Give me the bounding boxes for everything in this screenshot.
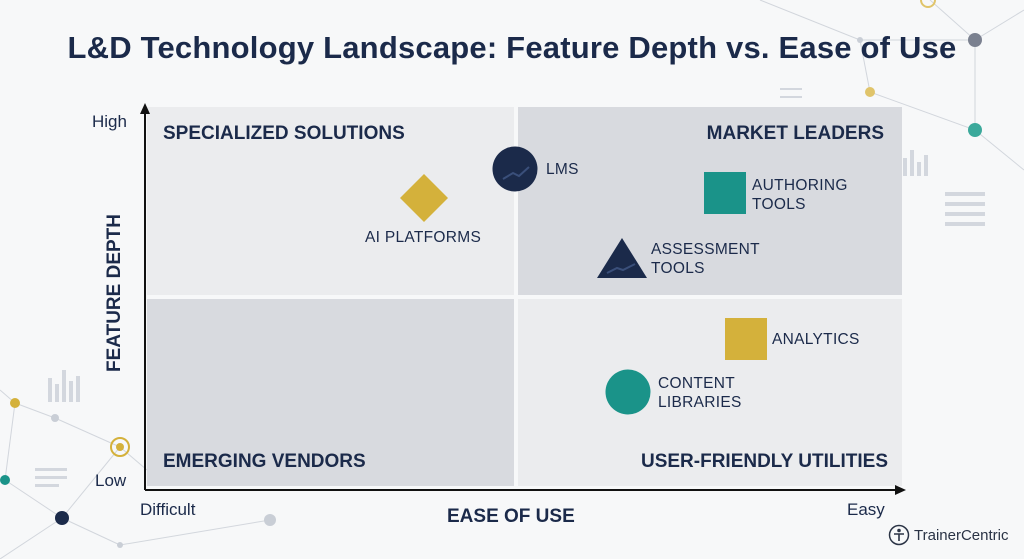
quadrant-label-market-leaders: MARKET LEADERS (706, 123, 884, 144)
content-libraries-label: CONTENT LIBRARIES (658, 375, 742, 411)
authoring-tools-marker (704, 172, 746, 214)
y-axis-arrow-icon (140, 103, 150, 114)
y-axis-high-label: High (92, 112, 127, 131)
x-axis-arrow-icon (895, 485, 906, 495)
ai-platforms-label: AI PLATFORMS (365, 229, 482, 246)
quadrant-top-left (147, 107, 514, 295)
quadrant-label-specialized-solutions: SPECIALIZED SOLUTIONS (163, 123, 405, 144)
analytics-marker (725, 318, 767, 360)
content-libraries-marker (605, 369, 651, 415)
x-axis-high-label: Easy (847, 500, 885, 519)
ai-platforms-marker (400, 174, 448, 222)
x-axis-low-label: Difficult (140, 500, 196, 519)
quadrant-label-emerging-vendors: EMERGING VENDORS (163, 451, 366, 472)
lms-label: LMS (546, 161, 579, 178)
x-axis-title: EASE OF USE (447, 506, 575, 527)
trainer-figure-icon (888, 524, 910, 546)
quadrant-bottom-right (518, 299, 902, 486)
quadrant-label-user-friendly-utilities: USER-FRIENDLY UTILITIES (640, 451, 888, 472)
assessment-tools-marker (597, 238, 647, 278)
brand-logo: TrainerCentric (888, 524, 1008, 546)
assessment-tools-label: ASSESSMENT TOOLS (651, 241, 760, 277)
quadrant-bottom-left (147, 299, 514, 486)
authoring-tools-label: AUTHORING TOOLS (752, 177, 848, 213)
y-axis-low-label: Low (95, 471, 127, 490)
lms-marker (492, 146, 538, 192)
page-title: L&D Technology Landscape: Feature Depth … (67, 30, 957, 65)
y-axis-title: FEATURE DEPTH (104, 214, 125, 372)
brand-name: TrainerCentric (914, 526, 1009, 544)
analytics-label: ANALYTICS (772, 331, 860, 348)
